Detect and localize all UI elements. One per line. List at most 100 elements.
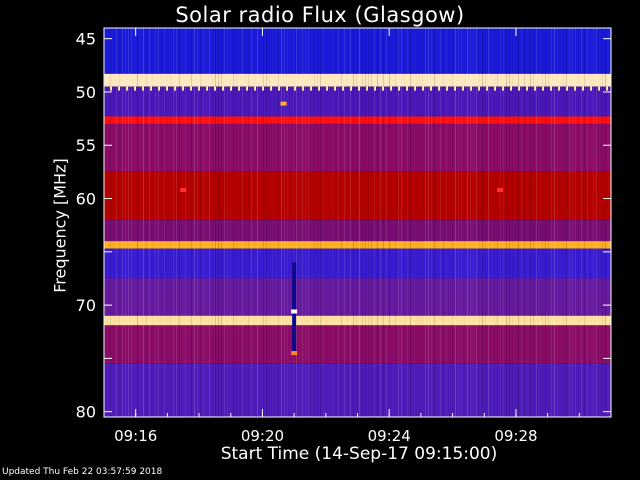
- texture-strip: [542, 28, 543, 417]
- texture-strip: [182, 28, 183, 417]
- texture-strip: [248, 28, 249, 417]
- texture-strip: [206, 28, 207, 417]
- texture-strip: [377, 28, 378, 417]
- texture-strip: [122, 28, 123, 417]
- texture-strip: [260, 28, 261, 417]
- texture-strip: [596, 28, 597, 417]
- texture-strip: [257, 28, 258, 417]
- texture-strip: [146, 28, 147, 417]
- texture-strip: [368, 28, 369, 417]
- band-8: [104, 248, 611, 279]
- texture-strip: [371, 28, 372, 417]
- band-tick-dot: [334, 86, 336, 91]
- texture-strip: [410, 28, 411, 417]
- texture-strip: [350, 28, 351, 417]
- texture-strip: [374, 28, 375, 417]
- texture-strip: [119, 28, 120, 417]
- texture-strip: [605, 28, 606, 417]
- texture-strip: [398, 28, 399, 417]
- texture-strip: [395, 28, 396, 417]
- texture-strip: [326, 28, 327, 417]
- band-tick-dot: [174, 86, 176, 91]
- texture-strip: [230, 28, 231, 417]
- band-tick-dot: [598, 86, 600, 91]
- texture-strip: [404, 28, 405, 417]
- band-tick-dot: [494, 86, 496, 91]
- texture-strip: [527, 28, 528, 417]
- texture-strip: [362, 28, 363, 417]
- band-tick-dot: [278, 86, 280, 91]
- band-tick-dot: [422, 86, 424, 91]
- texture-strip: [503, 28, 504, 417]
- texture-strip: [311, 28, 312, 417]
- texture-strip: [272, 28, 273, 417]
- band-tick-dot: [366, 86, 368, 91]
- texture-strip: [245, 28, 246, 417]
- texture-strip: [203, 28, 204, 417]
- texture-strip: [113, 28, 114, 417]
- band-tick-dot: [214, 86, 216, 91]
- band-1: [104, 73, 611, 87]
- texture-strip: [446, 28, 447, 417]
- texture-strip: [440, 28, 441, 417]
- texture-strip: [239, 28, 240, 417]
- texture-strip: [296, 28, 297, 417]
- texture-strip: [302, 28, 303, 417]
- texture-strip: [344, 28, 345, 417]
- texture-strip: [386, 28, 387, 417]
- band-tick-dot: [310, 86, 312, 91]
- texture-strip: [320, 28, 321, 417]
- texture-strip: [110, 28, 111, 417]
- texture-strip: [185, 28, 186, 417]
- texture-strip: [287, 28, 288, 417]
- hot-spot: [291, 309, 298, 314]
- band-tick-dot: [326, 86, 328, 91]
- texture-strip: [332, 28, 333, 417]
- texture-strip: [212, 28, 213, 417]
- texture-strip: [455, 28, 456, 417]
- texture-strip: [572, 28, 573, 417]
- y-axis-label: Frequency [MHz]: [50, 158, 70, 293]
- texture-strip: [191, 28, 192, 417]
- texture-strip: [530, 28, 531, 417]
- texture-strip: [425, 28, 426, 417]
- texture-strip: [416, 28, 417, 417]
- texture-strip: [197, 28, 198, 417]
- texture-strip: [392, 28, 393, 417]
- texture-strip: [602, 28, 603, 417]
- texture-strip: [545, 28, 546, 417]
- texture-strip: [575, 28, 576, 417]
- texture-strip: [314, 28, 315, 417]
- band-tick-dot: [390, 86, 392, 91]
- texture-strip: [434, 28, 435, 417]
- texture-strip: [500, 28, 501, 417]
- updated-footer: Updated Thu Feb 22 03:57:59 2018: [2, 467, 163, 477]
- texture-strip: [419, 28, 420, 417]
- texture-strip: [281, 28, 282, 417]
- texture-strip: [359, 28, 360, 417]
- texture-strip: [161, 28, 162, 417]
- texture-strip: [335, 28, 336, 417]
- texture-strip: [134, 28, 135, 417]
- texture-strip: [491, 28, 492, 417]
- texture-strip: [581, 28, 582, 417]
- band-tick-dot: [542, 86, 544, 91]
- texture-strip: [476, 28, 477, 417]
- texture-strip: [494, 28, 495, 417]
- texture-strip: [443, 28, 444, 417]
- y-tick-label: 55: [76, 136, 96, 155]
- band-tick-dot: [358, 86, 360, 91]
- texture-strip: [578, 28, 579, 417]
- hot-spot: [497, 187, 504, 192]
- texture-strip: [266, 28, 267, 417]
- texture-strip: [227, 28, 228, 417]
- texture-strip: [242, 28, 243, 417]
- band-tick-dot: [462, 86, 464, 91]
- band-tick-dot: [302, 86, 304, 91]
- texture-strip: [488, 28, 489, 417]
- band-tick-dot: [126, 86, 128, 91]
- band-tick-dot: [502, 86, 504, 91]
- band-tick-dot: [342, 86, 344, 91]
- texture-strip: [164, 28, 165, 417]
- texture-strip: [482, 28, 483, 417]
